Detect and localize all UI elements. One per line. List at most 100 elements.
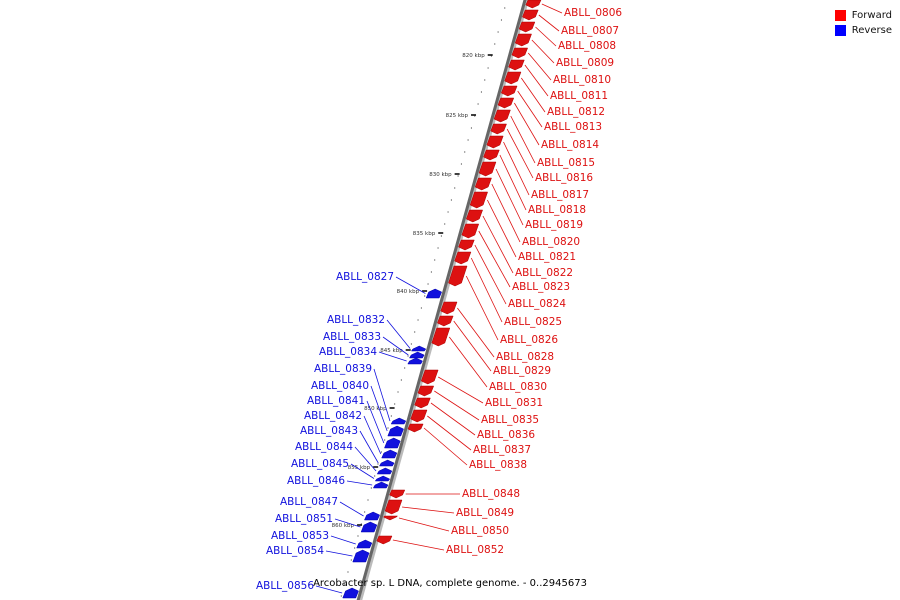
gene-feature-abll_0825[interactable]: [454, 251, 472, 265]
gene-feature-abll_0842[interactable]: [381, 449, 398, 459]
gene-feature-abll_0843[interactable]: [379, 459, 395, 467]
gene-feature-abll_0822[interactable]: [465, 209, 483, 223]
gene-feature-abll_0849[interactable]: [384, 499, 403, 515]
gene-feature-abll_0830[interactable]: [431, 327, 451, 347]
gene-feature-abll_0835[interactable]: [417, 385, 435, 397]
gene-label-abll_0811[interactable]: ABLL_0811: [550, 90, 608, 102]
gene-label-abll_0843[interactable]: ABLL_0843: [300, 425, 358, 437]
gene-feature-abll_0808[interactable]: [518, 21, 536, 33]
gene-label-abll_0832[interactable]: ABLL_0832: [327, 314, 385, 326]
gene-label-abll_0850[interactable]: ABLL_0850: [451, 525, 509, 537]
gene-label-abll_0814[interactable]: ABLL_0814: [541, 139, 599, 151]
gene-feature-abll_0854[interactable]: [352, 549, 370, 563]
gene-label-abll_0830[interactable]: ABLL_0830: [489, 381, 547, 393]
gene-label-abll_0823[interactable]: ABLL_0823: [512, 281, 570, 293]
gene-feature-abll_0844[interactable]: [376, 467, 393, 475]
gene-label-abll_0822[interactable]: ABLL_0822: [515, 267, 573, 279]
gene-feature-abll_0834[interactable]: [407, 357, 423, 365]
gene-feature-abll_0810[interactable]: [511, 47, 529, 59]
gene-label-abll_0817[interactable]: ABLL_0817: [531, 189, 589, 201]
gene-label-abll_0810[interactable]: ABLL_0810: [553, 74, 611, 86]
gene-label-abll_0816[interactable]: ABLL_0816: [535, 172, 593, 184]
gene-label-abll_0845[interactable]: ABLL_0845: [291, 458, 349, 470]
gene-feature-abll_0820[interactable]: [474, 177, 492, 191]
gene-label-abll_0846[interactable]: ABLL_0846: [287, 475, 345, 487]
gene-label-abll_0813[interactable]: ABLL_0813: [544, 121, 602, 133]
gene-label-abll_0851[interactable]: ABLL_0851: [275, 513, 333, 525]
gene-feature-abll_0827[interactable]: [425, 288, 442, 299]
gene-label-abll_0826[interactable]: ABLL_0826: [500, 334, 558, 346]
gene-label-abll_0838[interactable]: ABLL_0838: [469, 459, 527, 471]
gene-feature-abll_0839[interactable]: [390, 417, 407, 425]
gene-label-abll_0827[interactable]: ABLL_0827: [336, 271, 394, 283]
gene-label-abll_0812[interactable]: ABLL_0812: [547, 106, 605, 118]
gene-label-abll_0840[interactable]: ABLL_0840: [311, 380, 369, 392]
gene-feature-abll_0813[interactable]: [500, 85, 518, 97]
gene-feature-abll_0847[interactable]: [364, 511, 380, 521]
gene-feature-abll_0850[interactable]: [382, 515, 399, 521]
gene-label-abll_0820[interactable]: ABLL_0820: [522, 236, 580, 248]
gene-label-abll_0848[interactable]: ABLL_0848: [462, 488, 520, 500]
gene-label-abll_0806[interactable]: ABLL_0806: [564, 7, 622, 19]
gene-label-abll_0831[interactable]: ABLL_0831: [485, 397, 543, 409]
gene-feature-abll_0848[interactable]: [389, 489, 406, 499]
gene-label-abll_0808[interactable]: ABLL_0808: [558, 40, 616, 52]
gene-feature-abll_0846[interactable]: [372, 481, 389, 489]
gene-feature-abll_0833[interactable]: [409, 351, 425, 359]
gene-feature-abll_0840[interactable]: [387, 425, 404, 437]
gene-label-abll_0837[interactable]: ABLL_0837: [473, 444, 531, 456]
gene-feature-abll_0852[interactable]: [376, 535, 393, 545]
gene-label-abll_0825[interactable]: ABLL_0825: [504, 316, 562, 328]
gene-label-abll_0815[interactable]: ABLL_0815: [537, 157, 595, 169]
gene-feature-abll_0814[interactable]: [497, 97, 515, 109]
gene-label-abll_0807[interactable]: ABLL_0807: [561, 25, 619, 37]
gene-feature-abll_0829[interactable]: [437, 315, 454, 327]
gene-feature-abll_0824[interactable]: [458, 239, 475, 251]
gene-label-abll_0819[interactable]: ABLL_0819: [525, 219, 583, 231]
gene-feature-abll_0819[interactable]: [478, 161, 497, 177]
gene-label-abll_0828[interactable]: ABLL_0828: [496, 351, 554, 363]
gene-feature-abll_0841[interactable]: [384, 437, 401, 449]
gene-feature-abll_0828[interactable]: [440, 301, 458, 315]
gene-feature-abll_0832[interactable]: [410, 345, 427, 352]
gene-label-abll_0824[interactable]: ABLL_0824: [508, 298, 566, 310]
gene-feature-abll_0853[interactable]: [356, 539, 373, 549]
gene-feature-abll_0809[interactable]: [514, 33, 532, 47]
gene-label-abll_0833[interactable]: ABLL_0833: [323, 331, 381, 343]
gene-label-abll_0839[interactable]: ABLL_0839: [314, 363, 372, 375]
gene-label-abll_0844[interactable]: ABLL_0844: [295, 441, 353, 453]
gene-label-abll_0809[interactable]: ABLL_0809: [556, 57, 614, 69]
gene-feature-abll_0845[interactable]: [374, 475, 391, 482]
gene-feature-abll_0818[interactable]: [483, 149, 500, 161]
gene-feature-abll_0816[interactable]: [490, 123, 507, 135]
gene-feature-abll_0807[interactable]: [522, 9, 539, 21]
gene-feature-abll_0837[interactable]: [410, 409, 428, 423]
gene-label-abll_0821[interactable]: ABLL_0821: [518, 251, 576, 263]
gene-feature-abll_0831[interactable]: [420, 369, 439, 385]
gene-label-abll_0841[interactable]: ABLL_0841: [307, 395, 365, 407]
gene-label-abll_0835[interactable]: ABLL_0835: [481, 414, 539, 426]
gene-feature-abll_0823[interactable]: [461, 223, 480, 239]
gene-feature-abll_0815[interactable]: [493, 109, 511, 123]
gene-label-abll_0856[interactable]: ABLL_0856: [256, 580, 314, 592]
gene-feature-abll_0826[interactable]: [448, 265, 468, 287]
gene-label-abll_0834[interactable]: ABLL_0834: [319, 346, 377, 358]
gene-label-abll_0847[interactable]: ABLL_0847: [280, 496, 338, 508]
gene-label-abll_0849[interactable]: ABLL_0849: [456, 507, 514, 519]
gene-feature-abll_0811[interactable]: [508, 59, 525, 71]
gene-feature-abll_0836[interactable]: [414, 397, 431, 409]
gene-feature-abll_0817[interactable]: [486, 135, 504, 149]
gene-feature-abll_0856[interactable]: [342, 587, 359, 599]
gene-feature-abll_0851[interactable]: [360, 521, 378, 533]
gene-label-abll_0836[interactable]: ABLL_0836: [477, 429, 535, 441]
gene-label-abll_0818[interactable]: ABLL_0818: [528, 204, 586, 216]
gene-feature-abll_0821[interactable]: [469, 191, 488, 209]
gene-feature-abll_0812[interactable]: [504, 71, 522, 85]
gene-label-abll_0853[interactable]: ABLL_0853: [271, 530, 329, 542]
gene-feature-abll_0806[interactable]: [525, 0, 542, 9]
gene-label-abll_0829[interactable]: ABLL_0829: [493, 365, 551, 377]
gene-label-abll_0854[interactable]: ABLL_0854: [266, 545, 324, 557]
gene-label-abll_0852[interactable]: ABLL_0852: [446, 544, 504, 556]
gene-label-abll_0842[interactable]: ABLL_0842: [304, 410, 362, 422]
gene-feature-abll_0838[interactable]: [407, 423, 424, 433]
